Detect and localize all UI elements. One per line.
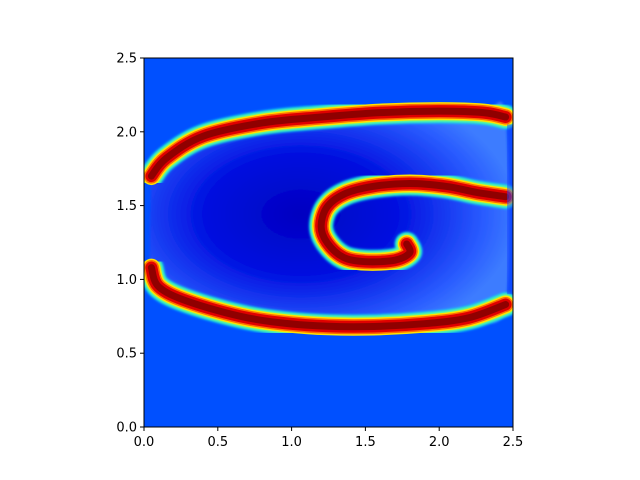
spiral-arm-band: [309, 171, 513, 274]
x-tick-label: 2.0: [429, 435, 450, 450]
y-tick-label: 2.0: [116, 125, 137, 140]
x-tick-label: 0.0: [134, 435, 155, 450]
heatmap-plot-area: [144, 58, 513, 427]
outer-arm-top-layer: [147, 107, 510, 180]
y-axis: 0.0 0.5 1.0 1.5 2.0 2.5: [116, 52, 144, 436]
heatmap-edge-strip: [507, 124, 513, 295]
y-tick-label: 1.5: [116, 199, 137, 214]
plot-frame: [143, 57, 514, 428]
y-tick-label: 2.5: [116, 52, 137, 67]
x-tick-label: 2.5: [503, 435, 524, 450]
outer-arm-bottom-band: [144, 255, 513, 339]
y-tick-label: 0.5: [116, 347, 137, 362]
y-tick-label: 1.0: [116, 273, 137, 288]
x-tick-label: 1.5: [355, 435, 376, 450]
x-tick-label: 0.5: [207, 435, 228, 450]
y-tick-label: 0.0: [116, 421, 137, 436]
x-axis: 0.0 0.5 1.0 1.5 2.0 2.5: [134, 427, 524, 450]
outer-arm-top-band: [144, 99, 513, 189]
outer-arm-bottom-layer: [147, 264, 510, 331]
x-tick-label: 1.0: [281, 435, 302, 450]
spiral-arm-layer: [317, 179, 510, 266]
